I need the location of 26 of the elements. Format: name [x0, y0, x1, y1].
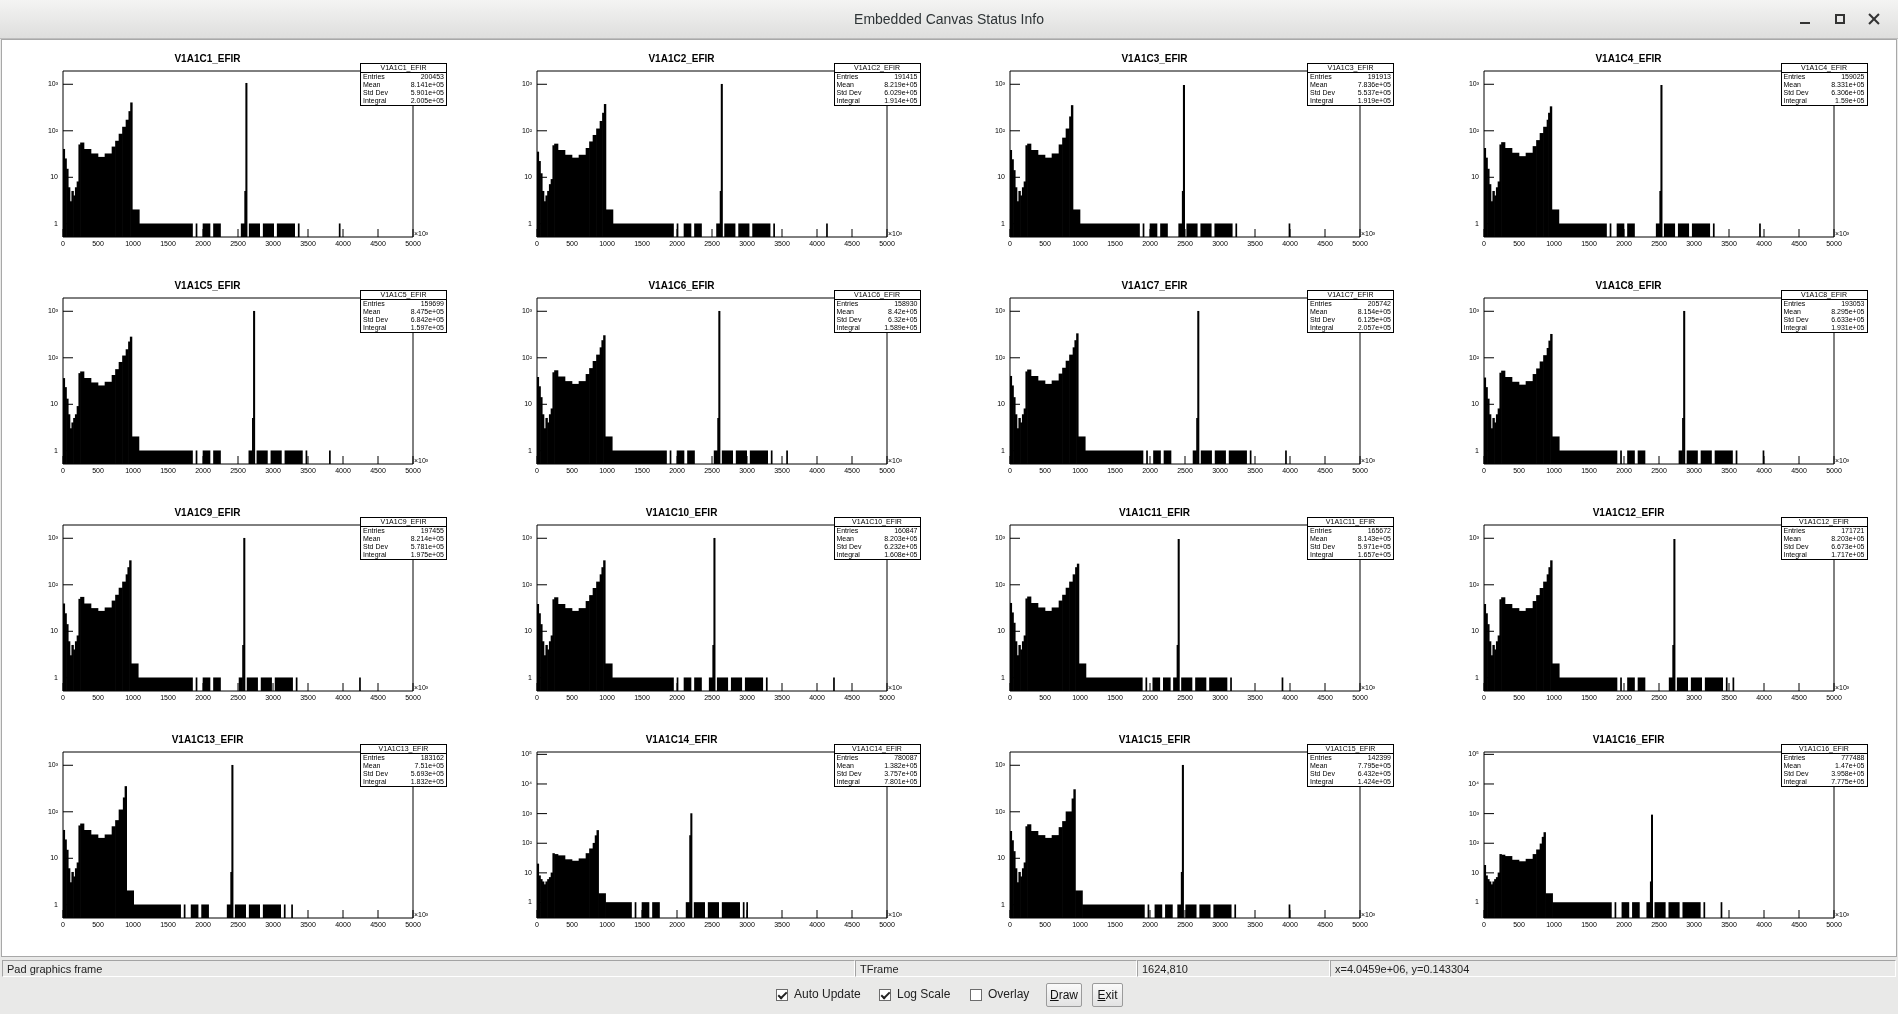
chart-title: V1A1C16_EFIR: [1592, 733, 1665, 745]
chart-title: V1A1C12_EFIR: [1592, 506, 1665, 518]
button: Draw: [1046, 983, 1082, 1007]
chart-title: V1A1C13_EFIR: [171, 733, 245, 745]
status-field: TFrame: [855, 960, 1137, 977]
chart-title: V1A1C1_EFIR: [174, 52, 242, 64]
chart-title: V1A1C15_EFIR: [1118, 733, 1192, 745]
chart-title: V1A1C10_EFIR: [645, 506, 718, 518]
chart-title: V1A1C14_EFIR: [645, 733, 718, 745]
chart-title: V1A1C3_EFIR: [1121, 52, 1189, 64]
chart-title: V1A1C4_EFIR: [1594, 52, 1662, 64]
text: Overlay: [988, 987, 1030, 1002]
text: Auto Update: [794, 987, 861, 1002]
chart-title: V1A1C2_EFIR: [647, 52, 715, 64]
text: Embedded Canvas Status Info: [853, 11, 1045, 27]
chart-title: V1A1C6_EFIR: [647, 279, 715, 291]
button: Exit: [1092, 983, 1123, 1007]
chart-title: V1A1C8_EFIR: [1594, 279, 1662, 291]
chart-title: V1A1C7_EFIR: [1121, 279, 1189, 291]
chart-title: V1A1C5_EFIR: [174, 279, 242, 291]
chart-title: V1A1C11_EFIR: [1118, 506, 1191, 518]
chart-title: V1A1C9_EFIR: [174, 506, 242, 518]
text: Log Scale: [897, 987, 951, 1002]
status-field: 1624,810: [1137, 960, 1330, 977]
status-field: Pad graphics frame: [2, 960, 855, 977]
status-field: x=4.0459e+06, y=0.143304: [1330, 960, 1896, 977]
